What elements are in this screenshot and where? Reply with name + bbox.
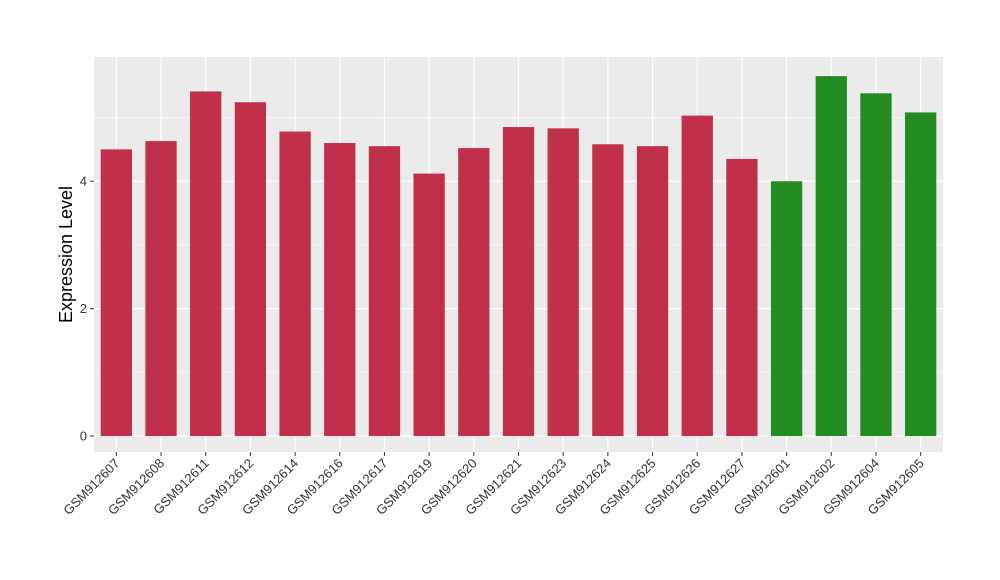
bar [413,173,445,437]
x-axis: GSM912607GSM912608GSM912611GSM912612GSM9… [60,452,927,518]
bar [860,93,892,437]
y-axis-title: Expression Level [56,186,76,323]
y-tick-label: 2 [80,301,87,316]
bar [502,127,535,437]
bar [905,112,937,437]
bar [458,148,490,437]
bar [681,115,713,437]
bar [592,144,624,437]
bar [279,131,311,437]
bar [815,76,847,437]
bar [636,146,669,437]
bars [100,76,937,437]
bar [100,149,132,437]
bar [234,102,267,437]
y-tick-label: 4 [80,174,87,189]
y-axis: 0 2 4 [80,174,94,444]
bar [770,181,803,437]
bar [547,128,579,437]
bar [726,158,758,437]
bar [324,143,356,437]
bar [190,91,222,437]
y-tick-label: 0 [80,429,87,444]
bar [368,146,401,437]
bar [145,141,177,437]
